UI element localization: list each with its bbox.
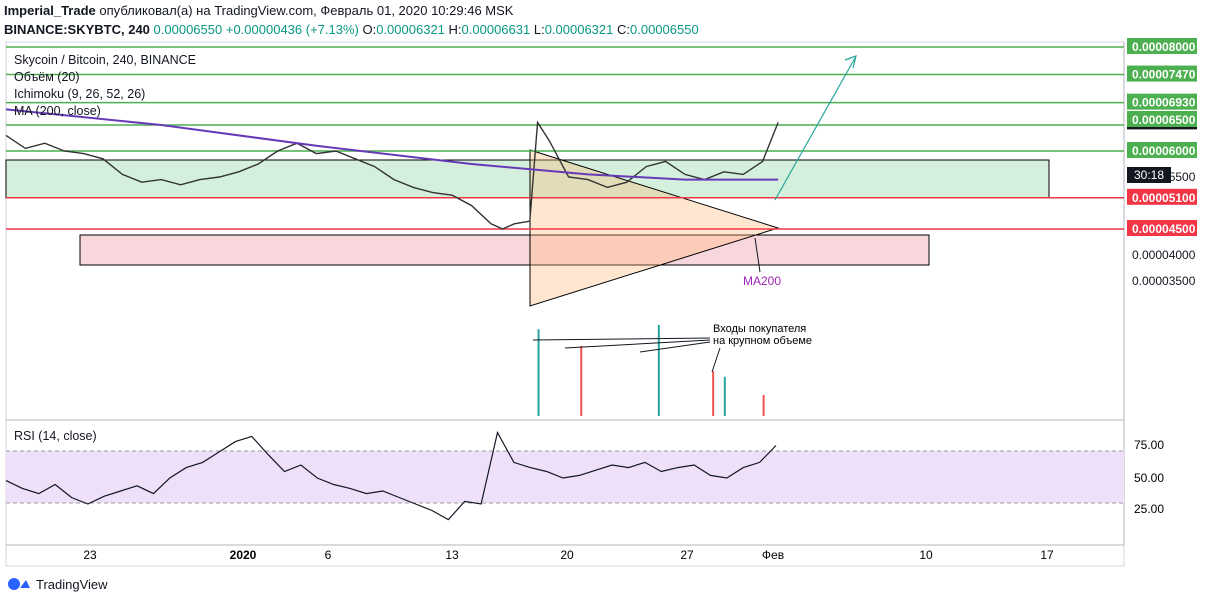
close-value: 0.00006550	[630, 22, 699, 37]
price-label-10: 0.00003500	[1132, 274, 1196, 288]
volume-bar-0	[537, 329, 540, 416]
price-label-box-7	[1127, 188, 1197, 205]
price-label-9: 0.00004000	[1132, 248, 1196, 262]
price-close-line	[5, 120, 779, 230]
symbol-label: BINANCE:SKYBTC, 240	[4, 22, 150, 37]
countdown-box	[1127, 167, 1171, 183]
ma200-line	[5, 108, 779, 181]
price-label-box-0	[1127, 38, 1197, 54]
price-label-box-5	[1127, 142, 1197, 158]
price-label-box-8	[1127, 220, 1197, 236]
author-name[interactable]: Imperial_Trade	[4, 3, 96, 18]
ma200-pointer	[754, 237, 761, 273]
chart-title: Skycoin / Bitcoin, 240, BINANCE	[14, 53, 197, 67]
volume-bar-2	[657, 325, 660, 416]
price-label-5: 0.00006000	[1132, 144, 1196, 158]
volume-bars	[537, 325, 765, 416]
rsi-tick-75: 75.00	[1134, 438, 1164, 452]
ma200-label: MA200	[743, 274, 781, 288]
time-tick-7: 10	[919, 548, 933, 562]
time-tick-1: 2020	[230, 548, 257, 562]
publish-line: Imperial_Trade опубликовал(а) на Trading…	[4, 3, 513, 18]
rsi-tick-50: 50.00	[1134, 471, 1164, 485]
support-zone	[79, 234, 930, 266]
legend-rsi[interactable]: RSI (14, close)	[14, 429, 97, 443]
high-label: H:	[448, 22, 462, 37]
volume-bar-4	[723, 376, 726, 416]
time-tick-3: 13	[445, 548, 459, 562]
price-label-box-2	[1127, 93, 1197, 110]
time-tick-0: 23	[83, 548, 97, 562]
time-tick-8: 17	[1040, 548, 1054, 562]
rsi-band	[6, 451, 1124, 503]
publish-info: опубликовал(а) на TradingView.com, Февра…	[99, 3, 514, 18]
buyers-annotation-line1: Входы покупателя	[713, 323, 806, 335]
time-tick-6: Фев	[762, 548, 784, 562]
volume-bar-3	[712, 371, 715, 416]
buyers-arrows	[532, 337, 721, 373]
rsi-tick-25: 25.00	[1134, 502, 1164, 516]
price-label-box-1	[1127, 65, 1197, 82]
open-value: 0.00006321	[376, 22, 445, 37]
time-axis: 23 2020 6 13 20 27 Фев 10 17	[83, 548, 1054, 562]
time-tick-5: 27	[680, 548, 694, 562]
open-label: O:	[362, 22, 377, 37]
quote-line: BINANCE:SKYBTC, 240 0.00006550 +0.000004…	[4, 22, 699, 37]
brand-text: TradingView	[36, 576, 108, 592]
legend-ichimoku[interactable]: Ichimoku (9, 26, 52, 26)	[14, 87, 146, 101]
buyers-annotation-line2: на крупном объеме	[713, 335, 812, 347]
footer-brand[interactable]: TradingView	[6, 576, 108, 592]
levels-group	[6, 46, 1124, 230]
price-axis: 0.000080000.000074700.000069300.00006550…	[1127, 38, 1197, 516]
price-label-2: 0.00006930	[1132, 96, 1196, 110]
countdown-label: 30:18	[1134, 168, 1164, 182]
volume-bar-1	[580, 346, 583, 416]
price-label-8: 0.00004500	[1132, 222, 1196, 236]
price-change: +0.00000436 (+7.13%)	[225, 22, 359, 37]
rsi-line	[5, 430, 777, 521]
legend-ma[interactable]: MA (200, close)	[14, 104, 101, 118]
price-label-7: 0.00005100	[1132, 191, 1196, 205]
price-label-0: 0.00008000	[1132, 40, 1196, 54]
triangle-pattern	[529, 149, 780, 307]
last-price: 0.00006550	[153, 22, 223, 37]
high-value: 0.00006631	[461, 22, 531, 37]
target-arrow	[774, 57, 856, 201]
volume-bar-5	[762, 395, 765, 416]
time-tick-2: 6	[325, 548, 332, 562]
target-arrowhead	[844, 55, 857, 69]
low-label: L:	[533, 22, 545, 37]
time-tick-4: 20	[560, 548, 574, 562]
low-value: 0.00006321	[544, 22, 614, 37]
price-label-box-4	[1127, 111, 1197, 127]
legend-volume[interactable]: Объём (20)	[14, 70, 80, 84]
resistance-zone	[5, 159, 1050, 199]
price-label-1: 0.00007470	[1132, 68, 1196, 82]
close-label: C:	[617, 22, 630, 37]
price-label-4: 0.00006500	[1132, 113, 1196, 127]
tradingview-logo-icon	[8, 578, 30, 590]
